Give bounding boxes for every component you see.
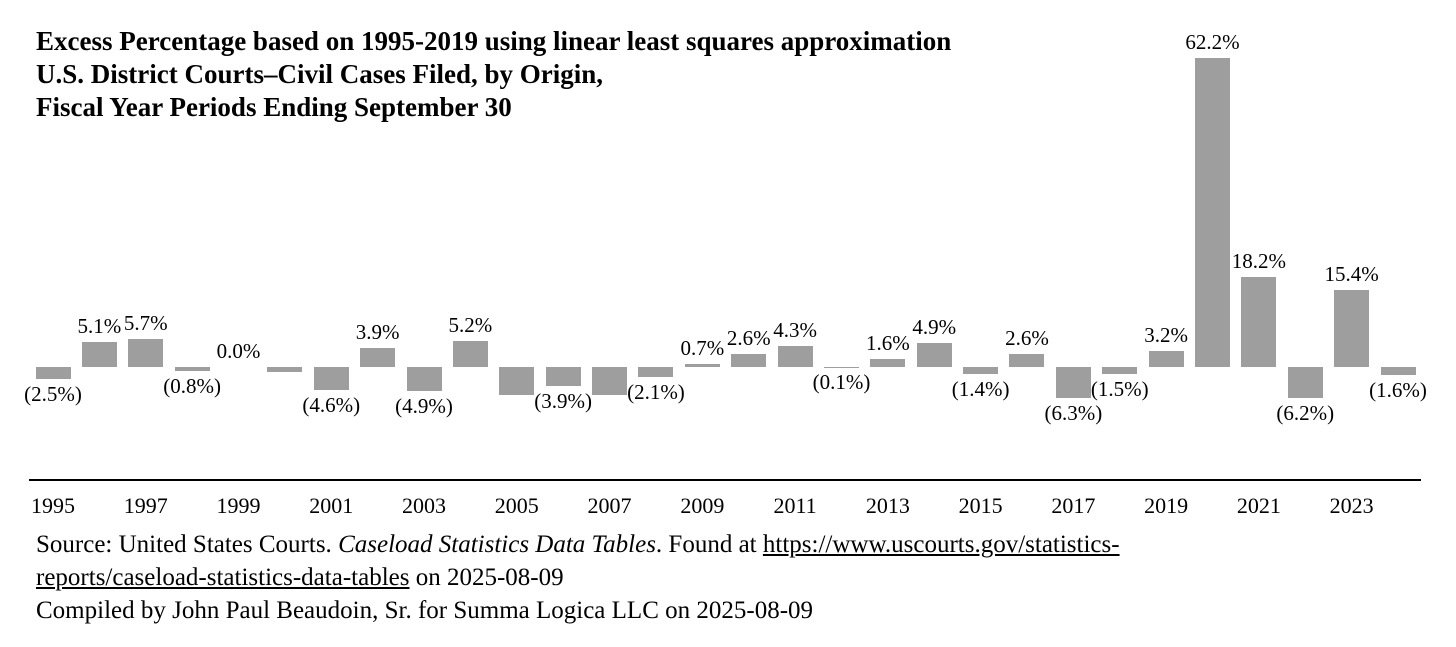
bar-2002 xyxy=(360,347,396,367)
value-label-1995: (2.5%) xyxy=(24,382,82,407)
bar-2009 xyxy=(684,363,720,367)
bar-2019 xyxy=(1148,351,1184,367)
x-tick-2017: 2017 xyxy=(1051,493,1096,518)
value-label-2018: (1.5%) xyxy=(1090,377,1149,402)
value-label-2001: (4.6%) xyxy=(302,392,361,417)
bar-1997 xyxy=(128,338,164,367)
x-axis-line xyxy=(29,479,1421,481)
value-label-2023: 15.4% xyxy=(1324,262,1379,287)
bar-2024 xyxy=(1380,367,1416,375)
bar-2012 xyxy=(823,367,859,368)
value-label-2008: (2.1%) xyxy=(627,380,685,405)
bar-1998 xyxy=(174,367,210,371)
source-prefix: Source: United States Courts. xyxy=(36,531,339,558)
bar-2023 xyxy=(1334,290,1370,367)
footer: Source: United States Courts. Caseload S… xyxy=(36,528,1436,627)
chart-title-line-1: Excess Percentage based on 1995-2019 usi… xyxy=(36,26,952,56)
bar-2014 xyxy=(916,342,952,367)
value-label-2015: (1.4%) xyxy=(951,376,1010,401)
value-label-2010: 2.6% xyxy=(726,326,771,351)
value-label-1999: 0.0% xyxy=(216,339,261,363)
value-label-1998: (0.8%) xyxy=(163,373,221,398)
x-tick-1997: 1997 xyxy=(123,493,168,518)
x-tick-2011: 2011 xyxy=(773,493,817,518)
source-mid: . Found at xyxy=(655,531,763,558)
x-tick-2005: 2005 xyxy=(494,493,539,518)
bar-2013 xyxy=(870,359,906,367)
value-label-2012: (0.1%) xyxy=(812,370,871,395)
value-label-1997: 5.7% xyxy=(123,310,168,335)
bar-2007 xyxy=(592,367,628,395)
x-tick-2013: 2013 xyxy=(865,493,910,518)
source-publication-title: Caseload Statistics Data Tables xyxy=(338,531,656,558)
bar-2022 xyxy=(1287,367,1323,398)
bar-2011 xyxy=(777,345,813,367)
bar-2016 xyxy=(1009,354,1045,367)
value-label-2020: 62.2% xyxy=(1185,29,1240,54)
x-tick-2023: 2023 xyxy=(1329,493,1374,518)
x-tick-2021: 2021 xyxy=(1236,493,1281,518)
x-tick-2019: 2019 xyxy=(1144,493,1189,518)
bar-2006 xyxy=(545,367,581,387)
bar-2000 xyxy=(267,367,303,372)
x-tick-1999: 1999 xyxy=(216,493,261,518)
x-tick-2001: 2001 xyxy=(309,493,354,518)
bar-chart: (2.5%) 5.1% 5.7% (0.8%) 0.0% (4.6%) 3.9% (4.9%)… xyxy=(24,29,1427,518)
bar-2001 xyxy=(313,367,349,390)
bar-2005 xyxy=(499,367,535,396)
bar-2021 xyxy=(1241,276,1277,367)
source-note: Source: United States Courts. Caseload S… xyxy=(36,528,1436,594)
bar-2010 xyxy=(731,354,767,367)
bar-2003 xyxy=(406,367,442,392)
value-label-1996: 5.1% xyxy=(77,313,122,338)
value-label-2011: 4.3% xyxy=(773,317,817,342)
x-tick-1995: 1995 xyxy=(31,493,75,518)
chart-title: Excess Percentage based on 1995-2019 usi… xyxy=(36,25,951,124)
bar-2017 xyxy=(1055,367,1091,399)
x-tick-2009: 2009 xyxy=(680,493,725,518)
x-tick-2015: 2015 xyxy=(958,493,1003,518)
bar-1996 xyxy=(81,341,117,367)
bar-2015 xyxy=(963,367,999,374)
bar-2020 xyxy=(1195,57,1230,367)
value-label-2013: 1.6% xyxy=(865,331,910,356)
value-label-2006: (3.9%) xyxy=(534,389,593,414)
source-link-line1[interactable]: https://www.uscourts.gov/statistics- xyxy=(762,531,1120,558)
bar-2018 xyxy=(1102,367,1138,375)
value-label-2024: (1.6%) xyxy=(1369,377,1427,402)
value-label-2017: (6.3%) xyxy=(1044,401,1103,426)
value-label-2021: 18.2% xyxy=(1231,248,1286,273)
value-label-2019: 3.2% xyxy=(1144,323,1188,348)
value-label-2003: (4.9%) xyxy=(395,394,453,419)
value-label-2016: 2.6% xyxy=(1005,326,1049,351)
value-label-2022: (6.2%) xyxy=(1276,400,1335,425)
bar-2004 xyxy=(452,341,488,367)
value-label-2002: 3.9% xyxy=(355,319,400,344)
x-tick-2003: 2003 xyxy=(402,493,447,518)
source-link-line2[interactable]: reports/caseload-statistics-data-tables xyxy=(36,564,410,591)
value-label-2014: 4.9% xyxy=(912,314,957,339)
value-label-2004: 5.2% xyxy=(448,313,493,338)
compiled-note: Compiled by John Paul Beaudoin, Sr. for … xyxy=(36,597,814,624)
chart-title-line-2: U.S. District Courts–Civil Cases Filed, … xyxy=(36,59,603,89)
chart-title-line-3: Fiscal Year Periods Ending September 30 xyxy=(36,92,512,122)
source-suffix: on 2025-08-09 xyxy=(409,564,564,591)
x-tick-2007: 2007 xyxy=(587,493,632,518)
value-label-2009: 0.7% xyxy=(680,335,725,360)
bar-2008 xyxy=(638,367,674,378)
bar-1995 xyxy=(35,367,71,380)
